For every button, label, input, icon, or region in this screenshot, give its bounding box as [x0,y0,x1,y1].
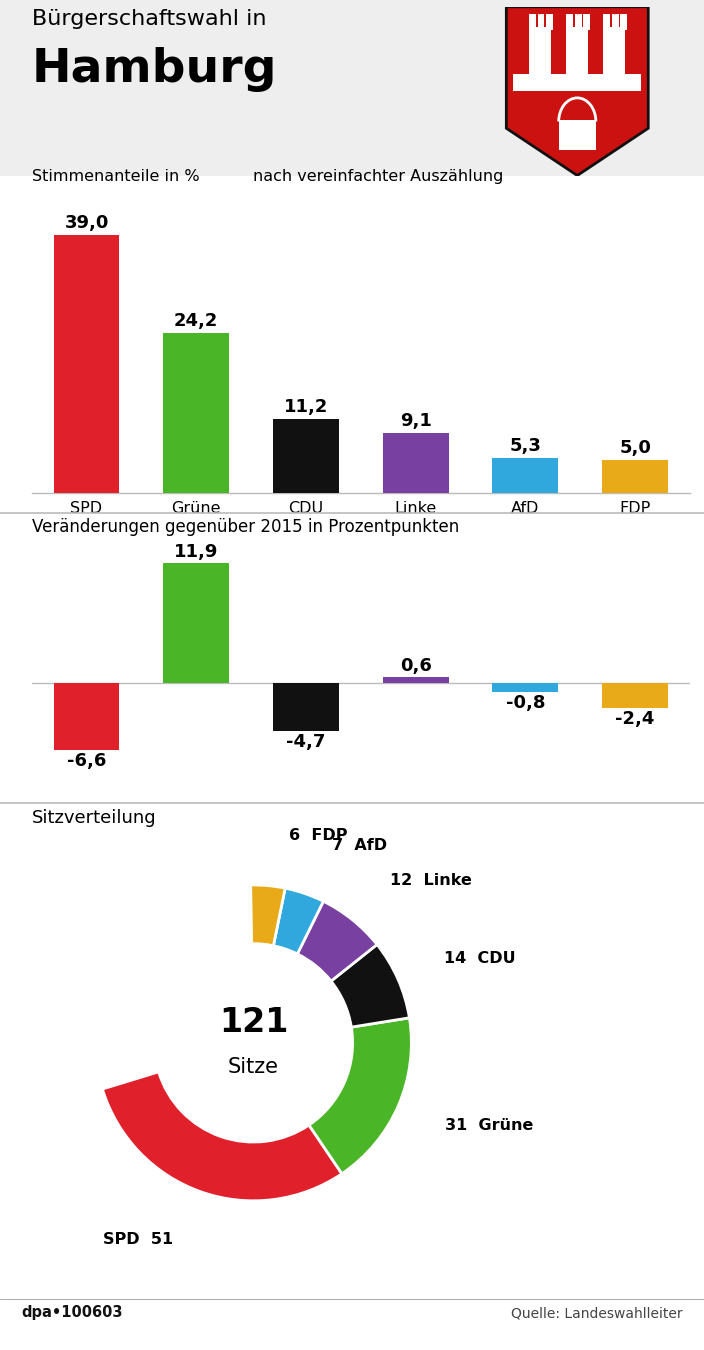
Text: Quelle: Landeswahlleiter: Quelle: Landeswahlleiter [511,1307,683,1320]
Wedge shape [273,888,323,954]
Bar [383,678,448,683]
Bar [513,74,641,92]
Text: -4,7: -4,7 [287,733,326,751]
Text: nach vereinfachter Auszählung: nach vereinfachter Auszählung [253,169,504,184]
Bar [493,683,558,691]
Bar [163,333,230,493]
Wedge shape [102,1072,342,1200]
Wedge shape [309,1018,411,1173]
Bar [583,14,590,31]
Text: Stimmenanteile in %: Stimmenanteile in % [32,169,199,184]
Text: 6  FDP: 6 FDP [289,828,347,842]
Wedge shape [251,886,285,946]
Bar [574,14,582,31]
Bar [559,120,596,150]
Polygon shape [506,7,648,176]
Bar [566,14,573,31]
Text: -0,8: -0,8 [505,694,545,711]
Bar [163,563,230,683]
Text: -6,6: -6,6 [67,752,106,771]
Bar [529,27,551,77]
Bar [54,235,120,493]
Bar [546,14,553,31]
Bar [612,14,619,31]
Text: ✦: ✦ [574,11,580,16]
Bar [603,27,625,77]
Text: ✦: ✦ [537,11,543,16]
Bar [54,683,120,751]
Bar [493,458,558,493]
Bar [602,683,668,707]
Text: 31  Grüne: 31 Grüne [445,1118,533,1133]
Text: 5,0: 5,0 [619,439,651,458]
Text: Sitzverteilung: Sitzverteilung [32,809,156,826]
Bar [620,14,627,31]
Text: 121: 121 [219,1006,288,1040]
Text: ✦: ✦ [612,11,617,16]
Text: 39,0: 39,0 [64,215,108,232]
Text: 12  Linke: 12 Linke [390,873,472,888]
Text: Sitze: Sitze [228,1057,279,1077]
Text: 9,1: 9,1 [400,412,432,429]
Bar [602,460,668,493]
Text: 7  AfD: 7 AfD [332,838,388,853]
Bar [529,14,536,31]
Text: 11,2: 11,2 [284,398,328,416]
Bar [603,14,610,31]
Text: SPD  51: SPD 51 [103,1233,172,1247]
Text: 24,2: 24,2 [174,312,218,331]
Wedge shape [331,945,410,1027]
Text: 14  CDU: 14 CDU [444,952,516,967]
Bar [273,683,339,732]
Text: dpa•100603: dpa•100603 [21,1305,122,1320]
Text: Veränderungen gegenüber 2015 in Prozentpunkten: Veränderungen gegenüber 2015 in Prozentp… [32,518,459,536]
Text: 11,9: 11,9 [174,543,218,560]
Text: 5,3: 5,3 [510,437,541,455]
Text: Bürgerschaftswahl in: Bürgerschaftswahl in [32,9,266,30]
Wedge shape [297,902,377,981]
Bar [538,14,544,31]
Bar [566,27,589,77]
Text: -2,4: -2,4 [615,710,655,728]
Text: 0,6: 0,6 [400,657,432,675]
Bar [383,432,448,493]
Text: Hamburg: Hamburg [32,47,277,92]
Bar [273,418,339,493]
